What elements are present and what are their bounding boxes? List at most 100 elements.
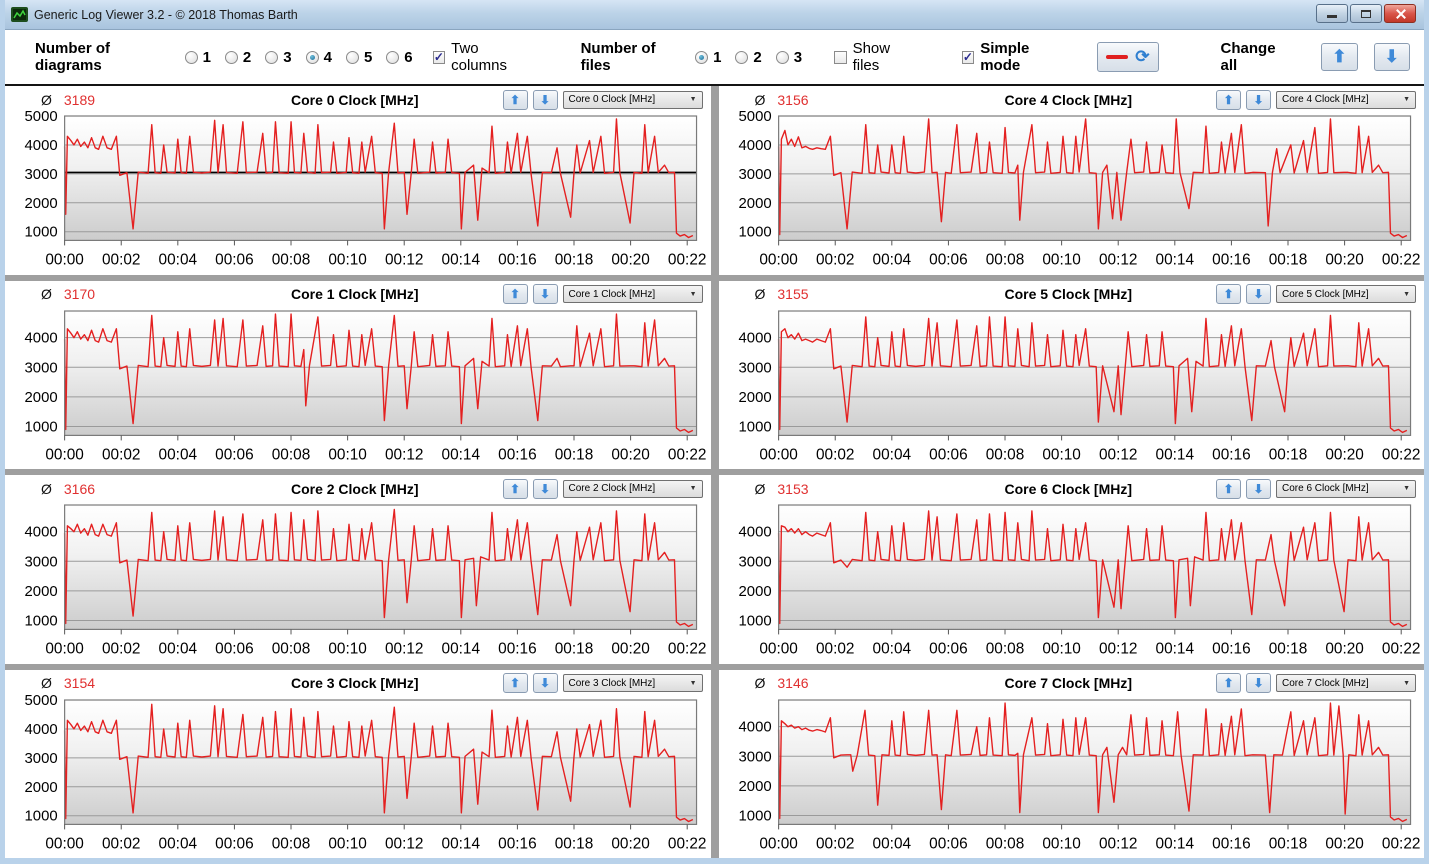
chart-header: Ø 3153 Core 6 Clock [MHz] ⬆ ⬇ Core 6 Clo… xyxy=(721,476,1416,501)
move-up-button[interactable]: ⬆ xyxy=(502,284,528,304)
signal-select[interactable]: Core 4 Clock [MHz] ▼ xyxy=(1276,90,1416,109)
signal-select[interactable]: Core 1 Clock [MHz] ▼ xyxy=(562,285,703,303)
signal-select[interactable]: Core 6 Clock [MHz] ▼ xyxy=(1276,479,1416,498)
refresh-icon: ⟳ xyxy=(1135,47,1150,66)
diagrams-radio-2[interactable]: 2 xyxy=(224,49,251,66)
move-up-button[interactable]: ⬆ xyxy=(1216,89,1241,110)
svg-text:00:08: 00:08 xyxy=(985,446,1024,463)
chart-plot[interactable]: 1000 2000 3000 4000 00:00 00:02 00:04 00:06 00:0… xyxy=(721,307,1420,468)
change-all-label: Change all xyxy=(1220,40,1276,74)
svg-text:00:00: 00:00 xyxy=(759,640,798,657)
arrow-down-icon: ⬇ xyxy=(539,676,551,690)
move-up-button[interactable]: ⬆ xyxy=(502,478,528,499)
svg-text:00:22: 00:22 xyxy=(668,835,707,852)
chart-plot[interactable]: 1000 2000 3000 4000 00:00 00:02 00:04 00:06 00:0… xyxy=(721,501,1420,662)
move-up-button[interactable]: ⬆ xyxy=(502,89,528,110)
signal-select[interactable]: Core 3 Clock [MHz] ▼ xyxy=(562,674,703,692)
change-all-up-button[interactable]: ⬆ xyxy=(1321,43,1358,71)
radio-icon xyxy=(265,50,279,64)
svg-text:00:20: 00:20 xyxy=(1325,251,1364,268)
signal-select[interactable]: Core 2 Clock [MHz] ▼ xyxy=(562,479,703,498)
show-files-checkbox[interactable]: Show files xyxy=(834,40,918,74)
move-up-button[interactable]: ⬆ xyxy=(1216,284,1241,304)
diagrams-radio-3[interactable]: 3 xyxy=(265,49,292,66)
svg-text:00:04: 00:04 xyxy=(159,251,198,268)
move-down-button[interactable]: ⬇ xyxy=(532,673,558,693)
svg-text:00:10: 00:10 xyxy=(1042,640,1081,657)
chart-panel: Ø 3153 Core 6 Clock [MHz] ⬆ ⬇ Core 6 Clo… xyxy=(718,475,1424,664)
svg-text:00:14: 00:14 xyxy=(442,446,481,463)
two-columns-checkbox[interactable]: ✓ Two columns xyxy=(432,40,535,74)
move-down-button[interactable]: ⬇ xyxy=(532,89,558,110)
chart-panel: Ø 3166 Core 2 Clock [MHz] ⬆ ⬇ Core 2 Clo… xyxy=(5,475,711,664)
average-value: 3154 xyxy=(63,675,96,691)
svg-text:00:20: 00:20 xyxy=(1325,835,1364,852)
move-down-button[interactable]: ⬇ xyxy=(532,478,558,499)
svg-text:00:00: 00:00 xyxy=(45,446,84,463)
svg-text:00:18: 00:18 xyxy=(555,251,594,268)
svg-text:3000: 3000 xyxy=(25,553,58,570)
svg-text:00:06: 00:06 xyxy=(929,640,968,657)
diagrams-radio-1[interactable]: 1 xyxy=(184,49,211,66)
show-files-label: Show files xyxy=(852,40,891,74)
files-radio-2[interactable]: 2 xyxy=(735,48,762,66)
svg-text:00:04: 00:04 xyxy=(872,640,911,657)
svg-text:2000: 2000 xyxy=(738,583,771,600)
maximize-button[interactable] xyxy=(1350,4,1382,23)
chart-plot[interactable]: 1000 2000 3000 4000 5000 00:00 00:02 00:04 00:06… xyxy=(7,691,707,857)
svg-text:00:20: 00:20 xyxy=(1325,446,1364,463)
arrow-up-icon: ⬆ xyxy=(509,676,521,690)
svg-text:00:12: 00:12 xyxy=(385,446,424,463)
move-down-button[interactable]: ⬇ xyxy=(1246,89,1271,110)
move-down-button[interactable]: ⬇ xyxy=(1246,673,1271,693)
files-radio-label: 2 xyxy=(753,48,762,66)
close-button[interactable] xyxy=(1384,4,1416,23)
diagrams-radio-4[interactable]: 4 xyxy=(305,49,332,66)
chart-panel: Ø 3189 Core 0 Clock [MHz] ⬆ ⬇ Core 0 Clo… xyxy=(5,86,711,275)
chevron-down-icon: ▼ xyxy=(689,290,697,298)
move-up-button[interactable]: ⬆ xyxy=(502,673,528,693)
files-radio-3[interactable]: 3 xyxy=(775,49,802,66)
chart-plot[interactable]: 1000 2000 3000 4000 00:00 00:02 00:04 00:06 00:0… xyxy=(7,501,706,662)
move-down-button[interactable]: ⬇ xyxy=(1246,284,1271,304)
minimize-button[interactable] xyxy=(1316,4,1348,23)
arrow-down-icon: ⬇ xyxy=(539,481,551,496)
svg-text:4000: 4000 xyxy=(25,329,58,346)
svg-text:3000: 3000 xyxy=(25,359,58,376)
svg-text:00:08: 00:08 xyxy=(272,640,311,657)
signal-select[interactable]: Core 5 Clock [MHz] ▼ xyxy=(1276,285,1416,303)
svg-text:00:18: 00:18 xyxy=(1268,640,1307,657)
signal-select-value: Core 4 Clock [MHz] xyxy=(1282,94,1369,105)
signal-select-value: Core 3 Clock [MHz] xyxy=(568,677,656,689)
move-up-button[interactable]: ⬆ xyxy=(1216,478,1241,499)
chart-plot[interactable]: 1000 2000 3000 4000 00:00 00:02 00:04 00:06 00:0… xyxy=(7,307,706,468)
diagrams-radio-5[interactable]: 5 xyxy=(345,49,372,66)
arrow-down-icon: ⬇ xyxy=(539,287,551,301)
move-down-button[interactable]: ⬇ xyxy=(532,284,558,304)
svg-text:00:10: 00:10 xyxy=(328,251,367,268)
simple-mode-checkbox[interactable]: ✓ Simple mode xyxy=(961,40,1070,74)
change-all-down-button[interactable]: ⬇ xyxy=(1373,43,1411,71)
maximize-icon xyxy=(1361,9,1371,18)
signal-select[interactable]: Core 0 Clock [MHz] ▼ xyxy=(562,90,703,109)
svg-text:00:04: 00:04 xyxy=(872,251,911,268)
chart-panel: Ø 3156 Core 4 Clock [MHz] ⬆ ⬇ Core 4 Clo… xyxy=(718,86,1424,275)
signal-select[interactable]: Core 7 Clock [MHz] ▼ xyxy=(1276,674,1416,692)
chart-plot[interactable]: 1000 2000 3000 4000 5000 00:00 00:02 00:04 00:06… xyxy=(721,108,1420,273)
svg-text:00:20: 00:20 xyxy=(1325,640,1364,657)
svg-text:00:02: 00:02 xyxy=(815,446,854,463)
chart-plot[interactable]: 1000 2000 3000 4000 5000 00:00 00:02 00:04 00:06… xyxy=(7,108,707,273)
checkbox-check-icon: ✓ xyxy=(432,49,446,64)
move-up-button[interactable]: ⬆ xyxy=(1216,673,1241,693)
file-count-radios: 1 2 3 xyxy=(695,49,816,66)
arrow-up-icon: ⬆ xyxy=(1332,47,1347,66)
chart-grid: Ø 3189 Core 0 Clock [MHz] ⬆ ⬇ Core 0 Clo… xyxy=(5,86,1424,858)
average-value: 3189 xyxy=(63,91,96,108)
refresh-button[interactable]: ⟳ xyxy=(1097,42,1159,72)
diagrams-radio-6[interactable]: 6 xyxy=(386,49,413,66)
files-radio-1[interactable]: 1 xyxy=(695,49,721,66)
move-down-button[interactable]: ⬇ xyxy=(1246,478,1271,499)
svg-text:00:08: 00:08 xyxy=(985,835,1024,852)
chart-plot[interactable]: 1000 2000 3000 4000 00:00 00:02 00:04 00:06 00:0… xyxy=(721,696,1420,857)
